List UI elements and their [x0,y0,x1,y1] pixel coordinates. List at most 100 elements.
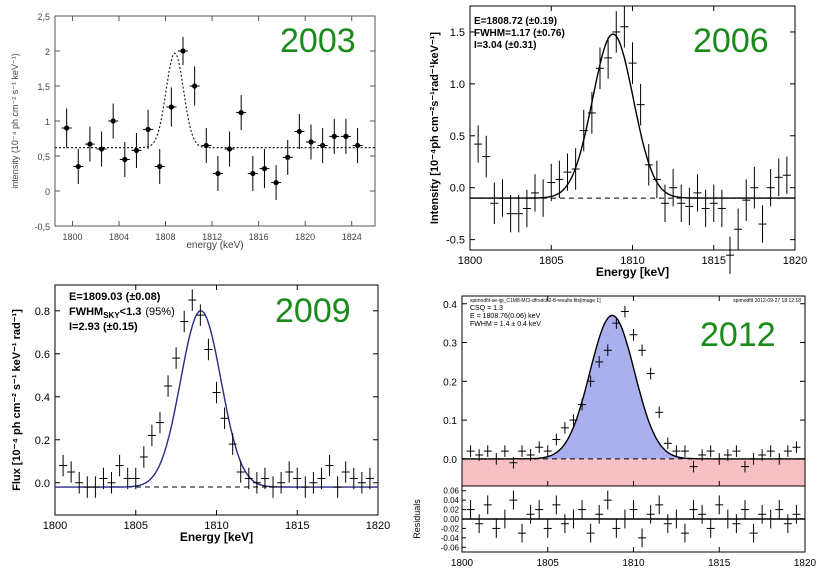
residual-point [526,504,535,524]
data-point [482,135,491,178]
data-point [277,472,286,494]
data-point [775,453,784,465]
data-point [766,445,775,457]
data-marker [75,163,81,170]
chart-2003: 1800 1804 1808 1812 1816 1820 1824 -0,5 0 0,5 1 1,5… [10,12,376,251]
data-point [236,95,247,131]
fit-annotation: FWHMSKY<1.3 (95%) [69,306,175,320]
model-curve [55,52,375,149]
x-tick-label: 1820 [295,232,315,242]
residual-point [569,509,578,529]
data-point [522,189,531,228]
data-point [83,476,92,498]
data-point [571,148,580,190]
residual-point [466,500,475,519]
y-tick-label: 0.5 [450,131,465,143]
data-point [309,472,318,494]
fwhm-value: <1.3 [120,306,142,318]
data-point [154,149,165,184]
data-point [166,87,177,127]
data-point [717,189,726,228]
data-point [669,169,678,207]
residual-point [672,509,681,529]
data-point [352,128,363,163]
residual-point [663,514,672,534]
data-point [75,472,84,494]
x-tick-label: 1810 [622,558,645,569]
data-point [620,6,629,48]
data-point [61,108,72,148]
data-marker [331,133,337,139]
data-point [474,125,483,163]
y-tick-label: 2 [45,47,50,57]
data-point [96,131,107,167]
data-point [67,461,76,483]
residual-point [483,495,492,515]
y-tick-label: 0.0 [450,183,465,195]
data-point [604,37,613,79]
residual-point [629,500,638,519]
y-axis-label: Intensity [10⁻⁴ph cm⁻²s⁻¹rad⁻¹keV⁻¹] [429,32,441,225]
data-point [706,445,715,457]
fit-annotation: CSQ = 1.3 [470,305,503,312]
data-point [333,476,342,498]
data-point [569,414,578,426]
data-point [734,208,743,250]
data-point [783,445,792,457]
model-curve [470,33,795,199]
residual-point [715,495,724,515]
data-point [563,153,572,191]
y-tick-label: 0.4 [35,392,50,404]
residuals-label: Residuals [412,499,422,539]
residual-point [680,523,689,543]
data-point [212,156,223,191]
data-point [139,446,148,468]
data-point [247,156,258,191]
data-point [500,445,509,457]
data-point [490,182,499,225]
x-tick-label: 1820 [783,255,807,267]
residual-point [603,490,612,510]
data-point [220,407,229,430]
data-point [84,126,95,162]
residual-y-tick-label: -0.06 [441,543,460,552]
data-point [539,179,548,217]
data-point [212,381,221,404]
data-point [189,66,200,106]
y-tick-label: 0.1 [443,416,457,427]
residual-point [612,519,621,538]
data-point [596,47,604,90]
data-point [466,445,475,457]
x-tick-label: 1810 [204,520,228,532]
x-tick-label: 1815 [708,558,731,569]
y-tick-label: 0.0 [443,455,457,466]
data-point [766,169,775,207]
data-point [259,149,270,189]
y-tick-label: 1,5 [37,82,50,92]
data-point [758,205,767,243]
data-point [506,194,515,233]
data-point [535,441,544,454]
fit-annotation: E = 1808.76(0.06) keV [470,313,541,320]
data-point [341,461,350,483]
data-point [531,174,539,212]
residual-y-tick-label: 0.00 [443,515,459,524]
data-point [578,398,587,411]
x-tick-label: 1820 [794,558,817,569]
residual-point [578,500,587,519]
x-tick-label: 1804 [109,232,129,242]
y-tick-label: 0 [45,187,50,197]
data-point [196,304,205,326]
data-point [108,103,119,139]
x-tick-label: 1805 [539,255,563,267]
data-point [514,194,523,233]
year-label: 2012 [700,316,776,354]
residual-point [783,514,792,534]
data-point [147,424,156,447]
data-marker [110,118,116,124]
header-right: spimodfit 2012-09-27 18:12:18 [733,298,801,304]
data-point [646,367,655,380]
residual-point [706,519,715,538]
data-point [740,460,749,473]
